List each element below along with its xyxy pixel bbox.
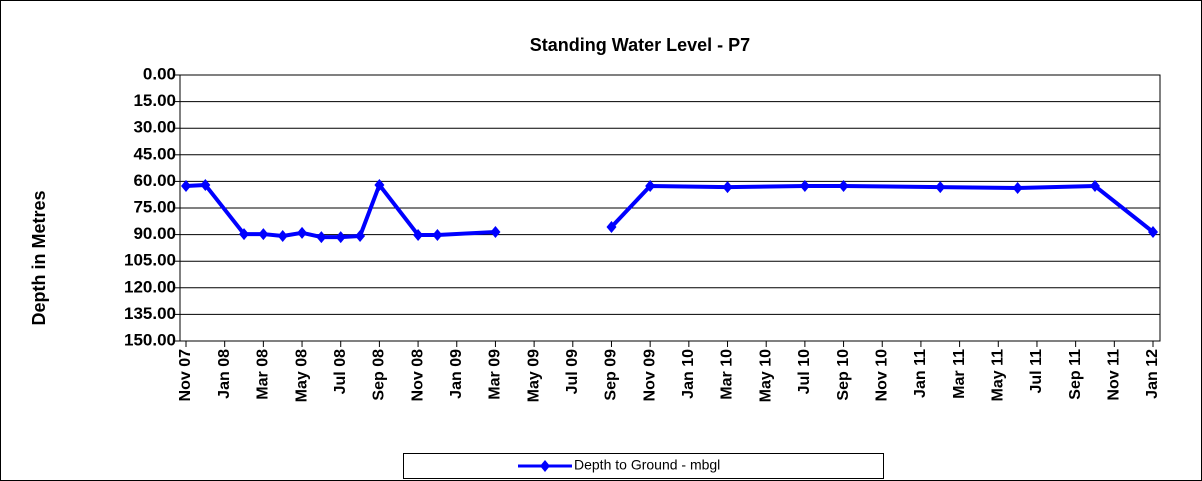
y-axis-label: Depth in Metres (29, 190, 49, 325)
x-tick-label: Nov 07 (177, 349, 194, 402)
marker (432, 228, 443, 241)
x-tick-label: May 10 (757, 349, 774, 402)
marker (181, 180, 191, 193)
marker (935, 181, 946, 194)
x-tick-label: Jul 08 (332, 349, 349, 394)
marker (1012, 181, 1023, 194)
marker (316, 231, 327, 244)
marker (239, 228, 250, 241)
x-tick-label: Nov 08 (409, 349, 426, 402)
marker (722, 181, 733, 194)
chart-title: Standing Water Level - P7 (530, 35, 750, 55)
marker (799, 180, 810, 193)
marker (355, 230, 366, 243)
marker (200, 178, 211, 191)
y-tick-label: 30.00 (133, 118, 176, 137)
y-tick-label: 45.00 (133, 144, 176, 163)
y-tick-label: 135.00 (124, 304, 176, 323)
y-tick-label: 15.00 (133, 91, 176, 110)
legend-marker (540, 460, 550, 472)
y-tick-label: 150.00 (124, 330, 176, 349)
marker (374, 178, 385, 191)
x-tick-label: Sep 08 (371, 349, 388, 401)
marker (838, 180, 849, 193)
marker (606, 220, 617, 233)
y-tick-label: 60.00 (133, 171, 176, 190)
x-tick-label: Nov 11 (1106, 349, 1123, 401)
x-tick-label: Jul 09 (564, 349, 581, 394)
marker (1089, 180, 1100, 193)
x-tick-label: Sep 11 (1067, 349, 1084, 400)
x-tick-label: Mar 11 (951, 349, 968, 399)
x-tick-label: Sep 10 (835, 349, 852, 401)
x-tick-label: Jan 09 (448, 349, 465, 399)
marker (645, 180, 656, 193)
y-tick-label: 105.00 (124, 251, 176, 270)
marker (335, 231, 346, 244)
y-tick-label: 90.00 (133, 224, 176, 243)
legend-label: Depth to Ground - mbgl (574, 457, 720, 473)
x-tick-label: Nov 10 (873, 349, 890, 402)
x-tick-label: Mar 08 (255, 349, 272, 400)
x-tick-label: Jan 10 (680, 349, 697, 399)
x-tick-label: May 08 (293, 349, 310, 402)
marker (1148, 225, 1158, 238)
x-tick-label: Sep 09 (603, 349, 620, 401)
x-tick-label: Nov 09 (641, 349, 658, 402)
x-tick-label: Mar 10 (719, 349, 736, 400)
y-tick-label: 75.00 (133, 197, 176, 216)
marker (413, 228, 424, 241)
x-tick-label: Jan 11 (912, 349, 929, 398)
x-tick-label: Jan 08 (216, 349, 233, 399)
y-tick-label: 0.00 (143, 64, 176, 83)
x-tick-label: Jul 10 (796, 349, 813, 394)
x-tick-label: Mar 09 (487, 349, 504, 400)
x-tick-label: May 11 (989, 349, 1006, 402)
marker (490, 225, 501, 238)
marker (277, 230, 288, 243)
marker (258, 228, 269, 241)
marker (297, 226, 308, 239)
x-tick-label: Jan 12 (1144, 349, 1161, 399)
legend-box (403, 453, 884, 479)
y-tick-label: 120.00 (124, 277, 176, 296)
x-tick-label: May 09 (525, 349, 542, 402)
x-tick-label: Jul 11 (1028, 349, 1045, 394)
